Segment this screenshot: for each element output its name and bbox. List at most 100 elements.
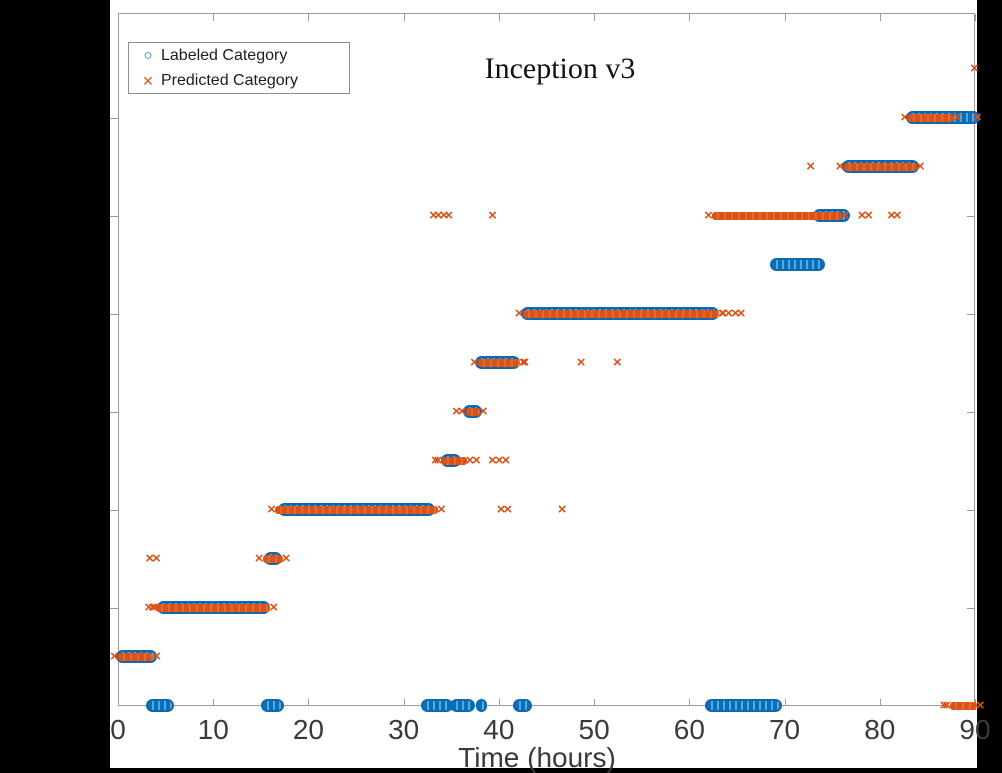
predicted-x-marker: × [892, 207, 902, 224]
predicted-category-segment [908, 114, 955, 122]
x-tick-mark-top [689, 14, 691, 21]
predicted-x-marker: × [433, 207, 443, 224]
predicted-x-marker: × [429, 207, 438, 224]
predicted-x-marker: × [718, 305, 728, 322]
y-tick-mark [110, 412, 118, 413]
y-tick-mark-right [967, 314, 975, 315]
x-tick-mark [879, 699, 881, 706]
y-tick-mark-right [967, 510, 975, 511]
predicted-category-segment [522, 310, 719, 318]
predicted-x-marker: × [717, 305, 727, 322]
predicted-x-marker: × [970, 60, 979, 77]
predicted-x-marker: × [144, 599, 154, 616]
predicted-x-marker: × [864, 207, 874, 224]
labeled-category-segment [420, 699, 454, 712]
x-tick-label: 40 [483, 714, 515, 745]
predicted-x-marker: × [478, 403, 488, 420]
predicted-x-marker: × [150, 599, 159, 616]
predicted-category-segment [950, 702, 977, 710]
chart-title: Inception v3 [484, 52, 636, 85]
predicted-x-marker: × [488, 452, 497, 469]
legend-label: Labeled Category [161, 46, 288, 64]
predicted-x-marker: × [494, 452, 504, 469]
x-tick-mark-top [784, 14, 786, 21]
x-tick-mark [784, 699, 786, 706]
labeled-category-segment [475, 699, 487, 712]
plot-area [118, 13, 975, 706]
predicted-x-marker: × [281, 550, 291, 567]
predicted-x-marker: × [806, 158, 815, 175]
predicted-x-marker: × [267, 501, 276, 518]
bottom-crop-strip [0, 768, 1002, 773]
predicted-x-marker: × [152, 648, 161, 665]
predicted-category-segment [843, 163, 917, 171]
predicted-x-marker: × [451, 403, 461, 420]
predicted-x-marker: × [269, 599, 279, 616]
x-tick-mark-top [213, 14, 215, 21]
predicted-x-marker: × [736, 305, 746, 322]
predicted-x-marker: × [835, 158, 845, 175]
predicted-category-segment [712, 212, 842, 220]
predicted-x-marker: × [520, 354, 530, 371]
x-tick-mark-top [118, 14, 119, 21]
x-tick-mark [498, 699, 500, 706]
x-tick-label: 60 [673, 714, 705, 745]
legend-item-predicted-category: × Predicted Category [129, 68, 349, 93]
predicted-category-segment [441, 457, 467, 465]
legend: ○ Labeled Category × Predicted Category [128, 42, 350, 94]
x-tick-label: 50 [578, 714, 610, 745]
x-tick-label: 10 [197, 714, 229, 745]
predicted-x-marker: × [953, 109, 962, 126]
circle-marker-icon: ○ [143, 47, 153, 64]
x-tick-label: 90 [959, 714, 991, 745]
x-tick-mark-top [403, 14, 405, 21]
predicted-x-marker: × [915, 158, 925, 175]
predicted-x-marker: × [444, 207, 454, 224]
predicted-x-marker: × [439, 207, 449, 224]
x-tick-label: 80 [864, 714, 896, 745]
y-tick-mark-right [967, 412, 975, 413]
predicted-x-marker: × [900, 109, 910, 126]
predicted-category-segment [275, 506, 438, 514]
labeled-category-segment [260, 699, 284, 712]
legend-label: Predicted Category [161, 71, 298, 89]
x-tick-label: 20 [292, 714, 325, 745]
y-tick-mark [110, 314, 118, 315]
x-tick-mark [308, 699, 310, 706]
predicted-x-marker: × [436, 501, 446, 518]
predicted-category-segment [156, 604, 271, 612]
predicted-x-marker: × [518, 354, 528, 371]
predicted-x-marker: × [730, 305, 740, 322]
predicted-x-marker: × [496, 501, 506, 518]
labeled-category-segment [450, 699, 476, 712]
x-tick-label: 0 [110, 714, 126, 745]
predicted-x-marker: × [942, 697, 951, 714]
x-tick-mark-top [498, 14, 500, 21]
x-axis-label: Time (hours) [458, 742, 616, 773]
legend-item-labeled-category: ○ Labeled Category [129, 43, 349, 68]
x-tick-mark [689, 699, 691, 706]
labeled-category-segment [705, 699, 782, 712]
predicted-x-marker: × [501, 452, 511, 469]
predicted-x-marker: × [840, 207, 850, 224]
predicted-x-marker: × [457, 403, 467, 420]
y-tick-mark [110, 118, 118, 119]
predicted-x-marker: × [939, 697, 949, 714]
predicted-x-marker: × [431, 452, 440, 469]
predicted-x-marker: × [887, 207, 896, 224]
predicted-x-marker: × [514, 305, 524, 322]
labeled-category-segment [146, 699, 175, 712]
predicted-x-marker: × [471, 452, 481, 469]
y-tick-mark [110, 608, 118, 609]
predicted-x-marker: × [557, 501, 567, 518]
y-tick-mark [110, 216, 118, 217]
predicted-x-marker: × [152, 550, 161, 567]
x-marker-icon: × [142, 70, 154, 91]
y-tick-mark-right [967, 216, 975, 217]
y-tick-mark [110, 510, 118, 511]
predicted-x-marker: × [972, 109, 982, 126]
predicted-x-marker: × [488, 207, 497, 224]
predicted-x-marker: × [254, 550, 264, 567]
predicted-x-marker: × [503, 501, 513, 518]
